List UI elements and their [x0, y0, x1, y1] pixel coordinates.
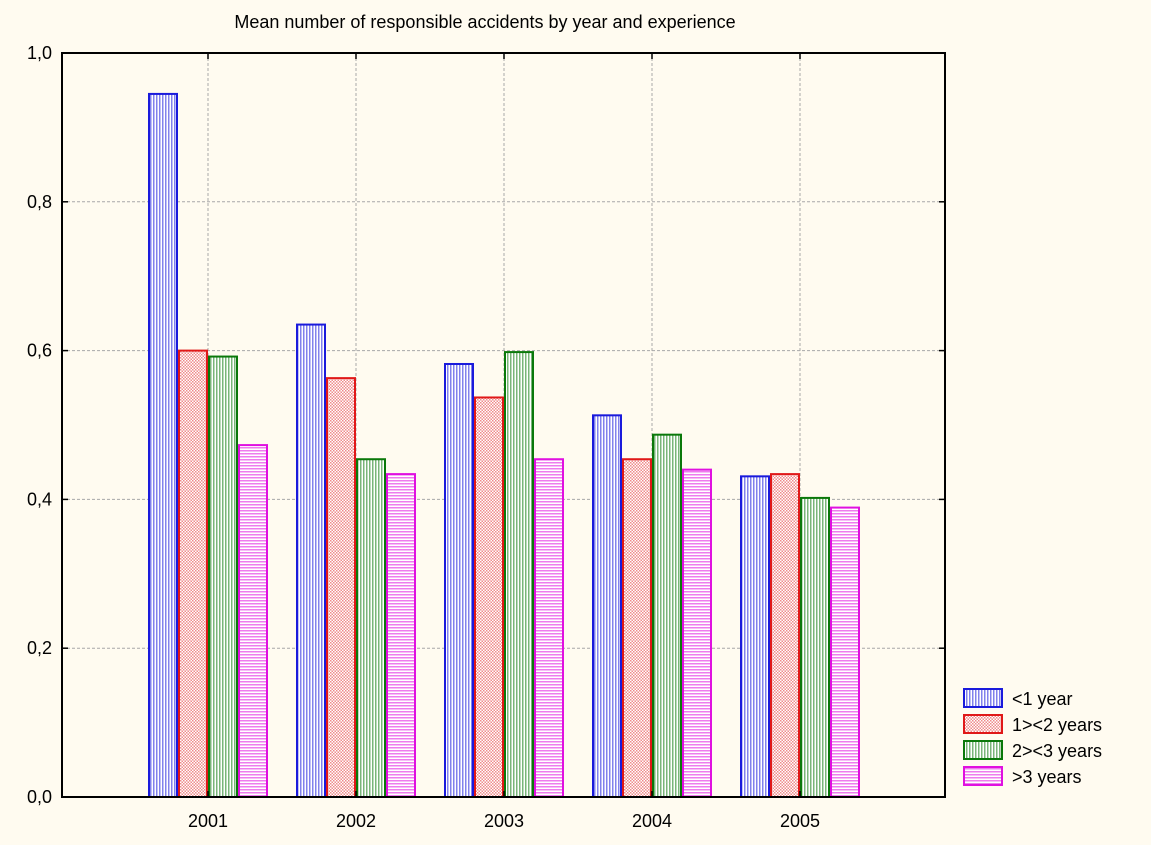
bar — [830, 506, 860, 798]
x-tick-label: 2002 — [336, 811, 376, 831]
legend-label: <1 year — [1012, 689, 1073, 709]
legend-label: >3 years — [1012, 767, 1082, 787]
legend-swatch — [963, 714, 1003, 734]
bar — [682, 468, 712, 798]
bar — [592, 414, 622, 798]
legend-swatch — [963, 766, 1003, 786]
y-tick-label: 1,0 — [27, 43, 52, 63]
x-tick-label: 2005 — [780, 811, 820, 831]
bar — [386, 473, 416, 798]
bar — [474, 396, 504, 798]
legend-label: 2><3 years — [1012, 741, 1102, 761]
bar — [296, 323, 326, 798]
bar — [356, 458, 386, 798]
bar — [326, 377, 356, 798]
bars — [148, 92, 860, 799]
bar — [652, 433, 682, 798]
bar — [148, 92, 178, 799]
bar — [504, 351, 534, 798]
x-tick-label: 2004 — [632, 811, 672, 831]
bar — [534, 458, 564, 798]
bar — [740, 475, 770, 798]
bar — [178, 349, 208, 798]
y-tick-label: 0,8 — [27, 192, 52, 212]
x-tick-label: 2003 — [484, 811, 524, 831]
y-tick-label: 0,4 — [27, 489, 52, 509]
bar — [622, 458, 652, 798]
chart-title: Mean number of responsible accidents by … — [234, 12, 735, 32]
bar — [444, 362, 474, 798]
legend-swatch — [963, 688, 1003, 708]
bar — [208, 355, 238, 798]
y-tick-label: 0,6 — [27, 341, 52, 361]
bar — [238, 444, 268, 798]
legend: <1 year 1><2 years 2><3 years >3 years — [963, 688, 1102, 787]
y-tick-label: 0,0 — [27, 787, 52, 807]
bar — [770, 473, 800, 798]
axes: 0,0 0,2 0,4 0,6 0,8 1,0 2001 2002 2003 2004 2005 — [27, 43, 946, 831]
legend-swatch — [963, 740, 1003, 760]
y-tick-label: 0,2 — [27, 638, 52, 658]
x-tick-label: 2001 — [188, 811, 228, 831]
legend-label: 1><2 years — [1012, 715, 1102, 735]
bar — [800, 496, 830, 798]
